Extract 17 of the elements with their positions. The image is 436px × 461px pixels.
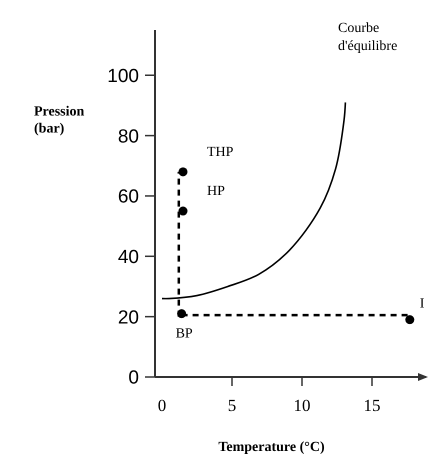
y-tick-label: 100 [107, 66, 139, 87]
annotation: Courbe d'équilibre [338, 21, 398, 54]
annotation: BP [176, 326, 193, 342]
y-tick-label: 20 [118, 307, 139, 328]
y-tick-label: 60 [118, 186, 139, 208]
x-tick-label: 0 [158, 396, 166, 415]
x-tick-label: 5 [228, 396, 236, 415]
y-tick-label: 0 [128, 368, 139, 389]
annotation: THP [207, 144, 234, 160]
y-axis-title: Pression (bar) [34, 104, 85, 136]
y-tick-label: 80 [118, 126, 139, 148]
y-tick-label: 40 [118, 246, 139, 268]
x-tick-label: 10 [294, 396, 310, 415]
x-axis-title: Temperature (°C) [218, 440, 325, 455]
x-tick-label: 15 [364, 396, 380, 415]
annotation: I [420, 296, 425, 312]
annotation: HP [207, 184, 226, 200]
